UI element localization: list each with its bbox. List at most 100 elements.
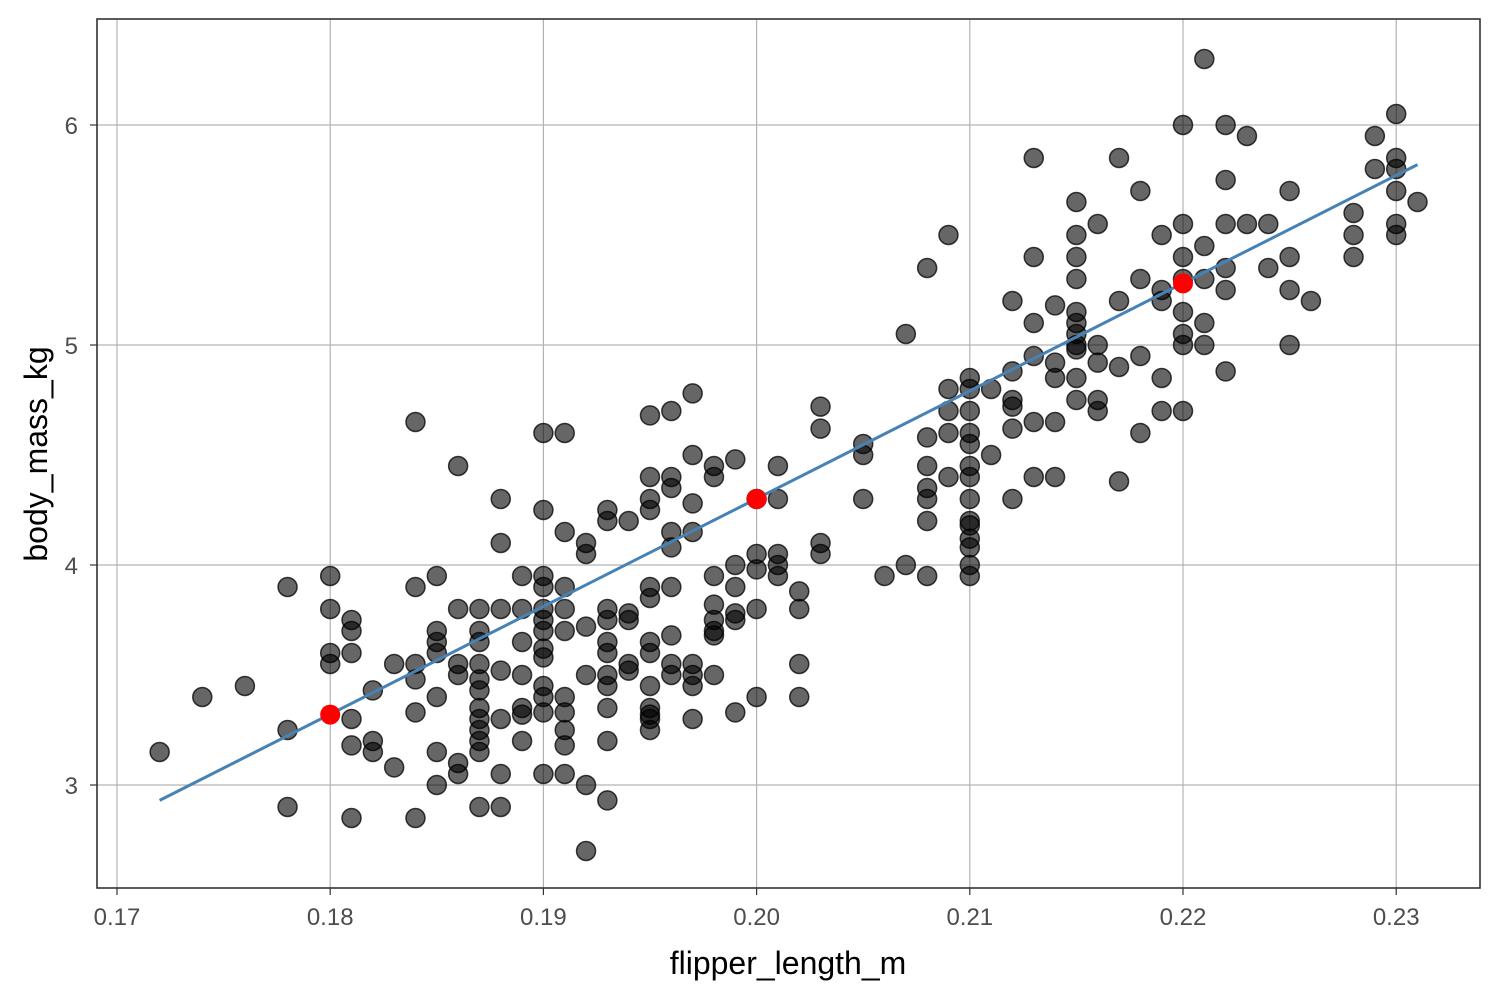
data-point <box>1215 361 1236 382</box>
data-point <box>1108 147 1130 169</box>
grid-lines <box>97 19 1480 888</box>
data-point <box>1258 213 1279 235</box>
data-point <box>788 686 810 708</box>
data-point <box>682 708 703 730</box>
data-point <box>597 730 618 752</box>
data-point <box>1194 312 1215 334</box>
data-point <box>405 702 426 723</box>
data-point <box>874 565 895 587</box>
data-point <box>895 323 917 345</box>
data-point <box>703 625 725 646</box>
data-point <box>1385 224 1407 246</box>
data-point <box>341 620 362 642</box>
data-point <box>682 444 703 466</box>
data-point <box>682 675 703 697</box>
data-point <box>1385 103 1407 125</box>
data-point <box>511 565 533 587</box>
data-point <box>725 702 746 723</box>
x-tick-label: 0.23 <box>1373 904 1420 931</box>
data-point <box>1194 235 1215 257</box>
data-point <box>319 598 341 620</box>
y-tick-label: 4 <box>65 553 78 580</box>
data-point <box>1215 279 1236 301</box>
data-point <box>618 660 639 681</box>
data-point <box>1066 389 1087 411</box>
data-point <box>1023 312 1045 334</box>
data-point <box>767 565 789 587</box>
data-point <box>639 675 661 697</box>
data-point <box>1385 180 1407 202</box>
data-point <box>682 383 703 404</box>
data-point <box>1087 334 1108 356</box>
data-point <box>554 422 575 444</box>
data-point <box>959 433 981 455</box>
data-point <box>1066 191 1087 213</box>
fit-line <box>158 163 1419 802</box>
data-point <box>938 422 959 444</box>
data-point <box>725 576 746 598</box>
data-point <box>490 796 512 818</box>
data-point <box>490 763 512 785</box>
data-point <box>511 664 533 686</box>
y-tick-label: 6 <box>65 113 78 140</box>
data-point <box>1236 125 1258 147</box>
data-point <box>1066 268 1087 290</box>
data-point <box>916 510 938 532</box>
data-point <box>511 631 533 653</box>
data-point <box>661 664 682 686</box>
data-point <box>1172 400 1194 422</box>
data-point <box>1130 422 1151 444</box>
data-point <box>1108 356 1130 378</box>
data-point <box>1343 224 1364 246</box>
data-point <box>490 708 512 730</box>
data-point <box>959 565 981 587</box>
data-point <box>426 774 448 796</box>
data-point <box>1044 367 1066 389</box>
x-tick-label: 0.20 <box>733 904 780 931</box>
data-point <box>1087 400 1108 422</box>
data-point <box>1172 213 1194 235</box>
data-point <box>1002 488 1023 510</box>
data-point <box>1172 246 1194 268</box>
data-point <box>362 741 384 763</box>
data-point <box>1108 471 1130 492</box>
data-point <box>533 576 554 598</box>
data-point <box>1023 147 1045 169</box>
data-point <box>1066 246 1087 268</box>
x-tick-label: 0.18 <box>307 904 354 931</box>
data-point <box>447 598 469 620</box>
data-point <box>597 697 618 719</box>
data-point <box>405 807 426 829</box>
data-point <box>341 807 362 829</box>
data-point <box>554 521 575 543</box>
data-point <box>703 466 725 488</box>
data-point <box>1215 114 1236 136</box>
y-axis-ticks: 3 4 5 6 <box>65 113 97 800</box>
data-point <box>916 257 938 279</box>
data-point <box>1066 339 1087 360</box>
data-point <box>490 660 512 681</box>
data-point <box>575 543 597 565</box>
data-point <box>1215 213 1236 235</box>
data-point <box>319 565 341 587</box>
data-point <box>533 620 554 642</box>
data-point <box>895 554 917 576</box>
regression-line <box>158 163 1419 802</box>
data-point <box>682 493 703 514</box>
x-axis-title: flipper_length_m <box>670 945 907 981</box>
data-point <box>1066 367 1087 389</box>
data-point <box>1172 114 1194 136</box>
data-point <box>1364 158 1386 180</box>
data-point <box>1194 48 1215 70</box>
data-point <box>1108 290 1130 312</box>
y-tick-label: 3 <box>65 773 78 800</box>
data-point <box>490 488 512 510</box>
data-point <box>533 702 554 723</box>
data-point <box>639 587 661 609</box>
data-point <box>661 576 682 598</box>
data-point <box>1279 334 1300 356</box>
prediction-point <box>746 489 767 509</box>
data-point <box>1172 301 1194 323</box>
data-point <box>1300 290 1322 312</box>
data-point <box>1407 191 1428 213</box>
